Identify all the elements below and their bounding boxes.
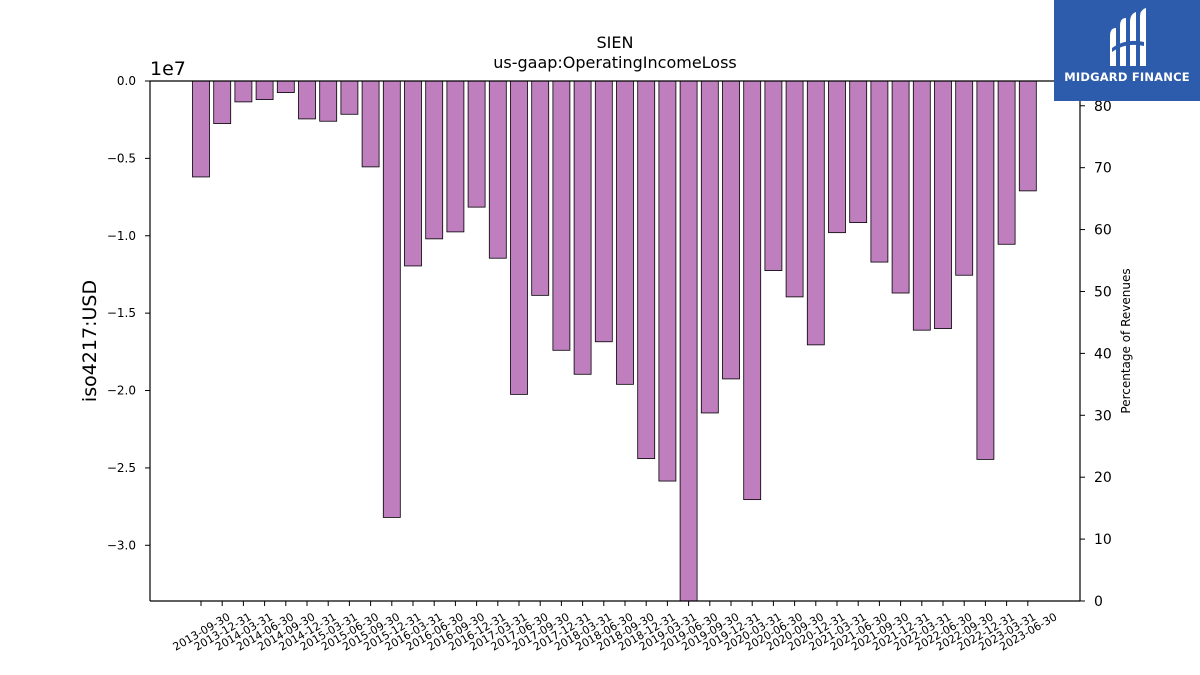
bar-2022-06-30 bbox=[934, 80, 952, 330]
bar-2021-12-31 bbox=[891, 80, 910, 294]
bar-2014-03-31 bbox=[234, 80, 253, 103]
bar-2014-12-31 bbox=[298, 80, 316, 120]
bar-2016-06-30 bbox=[425, 80, 444, 240]
y2-tick-label: 10 bbox=[1094, 532, 1112, 548]
axes: 0.0 −0.5 −1.0 −1.5 −2.0 −2.5 −3.0 0 10 20 30 40 50 60… bbox=[107, 74, 1112, 654]
bar-2018-03-31 bbox=[573, 80, 592, 375]
y-tick-label: −2.5 bbox=[107, 461, 136, 475]
bar-2016-09-30 bbox=[446, 80, 465, 233]
y-offset-label: 1e7 bbox=[150, 58, 186, 80]
y2-tick-label: 50 bbox=[1094, 284, 1112, 300]
bar-2021-09-30 bbox=[870, 80, 889, 263]
bar-2014-06-30 bbox=[255, 80, 274, 100]
bar-2017-09-30 bbox=[531, 80, 550, 296]
bar-2017-06-30 bbox=[510, 80, 528, 395]
bar-2018-06-30 bbox=[594, 80, 613, 343]
logo-text: MIDGARD FINANCE bbox=[1064, 70, 1190, 84]
y2-axis-label: Percentage of Revenues bbox=[1119, 268, 1133, 413]
bar-2015-09-30 bbox=[361, 80, 380, 168]
y2-tick-label: 80 bbox=[1094, 99, 1112, 115]
bar-2022-12-31 bbox=[976, 80, 995, 460]
chart-title: SIEN bbox=[597, 33, 634, 52]
y-tick-label: −3.0 bbox=[107, 538, 136, 552]
bar-2021-06-30 bbox=[849, 80, 868, 224]
y2-tick-label: 30 bbox=[1094, 408, 1112, 424]
bar-2018-12-31 bbox=[637, 80, 656, 460]
bar-2019-06-30 bbox=[679, 80, 698, 602]
bar-2023-03-31 bbox=[997, 80, 1016, 245]
bar-2023-06-30 bbox=[1018, 80, 1037, 192]
bar-2019-12-31 bbox=[722, 80, 740, 380]
bar-2017-12-31 bbox=[552, 80, 571, 351]
bars bbox=[192, 80, 1037, 602]
bar-2015-06-30 bbox=[340, 80, 359, 115]
bar-2015-12-31 bbox=[382, 80, 401, 518]
y-axis-label: iso4217:USD bbox=[79, 280, 101, 402]
bar-2022-09-30 bbox=[955, 80, 974, 276]
bar-2021-03-31 bbox=[828, 80, 846, 234]
midgard-logo-icon bbox=[1110, 8, 1146, 66]
y-tick-label: −1.5 bbox=[107, 306, 136, 320]
y2-tick-label: 20 bbox=[1094, 470, 1112, 486]
bar-2015-03-31 bbox=[319, 80, 338, 122]
y-tick-label: −1.0 bbox=[107, 229, 136, 243]
bar-2016-12-31 bbox=[467, 80, 486, 208]
bar-2013-12-31 bbox=[213, 80, 232, 124]
y-tick-label: −2.0 bbox=[107, 384, 136, 398]
bar-2020-09-30 bbox=[785, 80, 804, 298]
y2-tick-label: 60 bbox=[1094, 223, 1112, 239]
y-tick-label: 0.0 bbox=[117, 74, 136, 88]
bar-2018-09-30 bbox=[616, 80, 634, 385]
y2-tick-label: 70 bbox=[1094, 161, 1112, 177]
bar-2013-09-30 bbox=[192, 80, 210, 178]
bar-2019-03-31 bbox=[658, 80, 677, 482]
bar-2020-03-31 bbox=[743, 80, 762, 501]
chart-subtitle: us-gaap:OperatingIncomeLoss bbox=[493, 53, 737, 72]
bar-2019-09-30 bbox=[700, 80, 719, 414]
y2-tick-label: 0 bbox=[1094, 594, 1103, 610]
y-tick-label: −0.5 bbox=[107, 151, 136, 165]
bar-2022-03-31 bbox=[912, 80, 931, 331]
bar-2016-03-31 bbox=[404, 80, 422, 267]
bar-2014-09-30 bbox=[276, 80, 295, 94]
brand-logo: MIDGARD FINANCE bbox=[1054, 0, 1200, 101]
y2-tick-label: 40 bbox=[1094, 346, 1112, 362]
bar-2020-12-31 bbox=[806, 80, 825, 346]
bar-2017-03-31 bbox=[488, 80, 507, 259]
bar-2020-06-30 bbox=[764, 80, 783, 271]
